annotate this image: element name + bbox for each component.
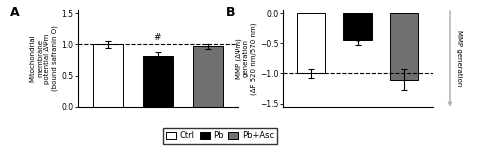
Legend: Ctrl, Pb, Pb+Asc: Ctrl, Pb, Pb+Asc bbox=[163, 128, 277, 144]
Bar bbox=[390, 13, 418, 79]
Bar bbox=[142, 56, 172, 107]
Bar bbox=[296, 13, 324, 74]
Text: #: # bbox=[154, 33, 161, 42]
Bar bbox=[92, 45, 122, 107]
Bar bbox=[192, 46, 222, 107]
Text: #: # bbox=[354, 27, 361, 36]
Y-axis label: MMP (ΔΨm)
generation
(ΔF 520 nm/570 nm): MMP (ΔΨm) generation (ΔF 520 nm/570 nm) bbox=[235, 22, 257, 95]
Text: MMP generation: MMP generation bbox=[456, 30, 462, 87]
Text: *: * bbox=[355, 39, 360, 48]
Bar bbox=[344, 13, 371, 40]
Text: B: B bbox=[226, 5, 235, 18]
Text: A: A bbox=[10, 5, 20, 18]
Y-axis label: Mitochondrial
membrane
potential ΔΨm
(bound safranin O): Mitochondrial membrane potential ΔΨm (bo… bbox=[30, 25, 58, 91]
